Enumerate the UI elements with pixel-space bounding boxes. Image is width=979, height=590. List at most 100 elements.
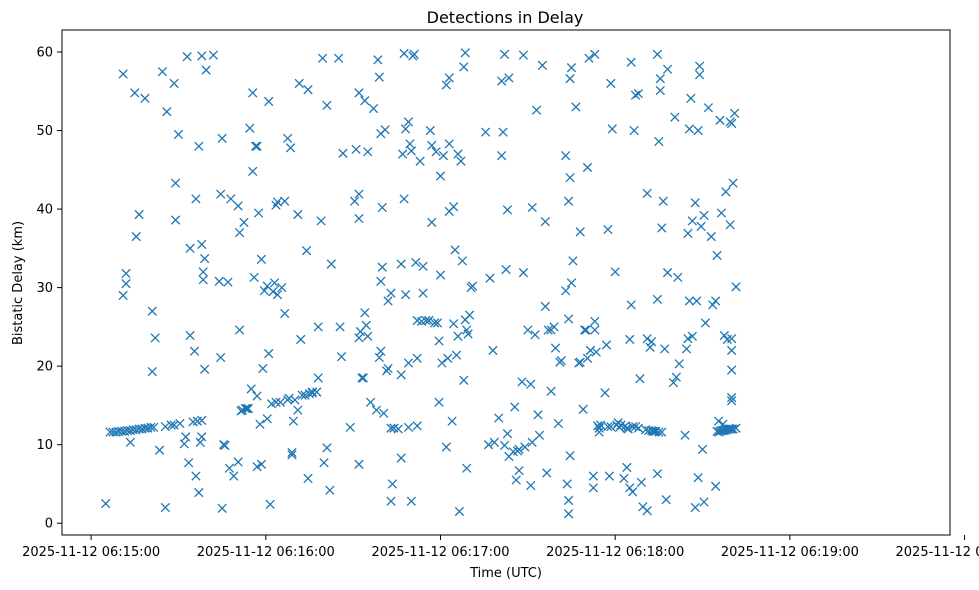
data-point — [287, 447, 297, 458]
data-point — [256, 459, 267, 469]
data-point — [533, 410, 543, 420]
data-point — [313, 373, 323, 383]
data-point — [220, 440, 230, 451]
data-point — [464, 310, 475, 320]
data-point — [684, 124, 695, 134]
data-point — [435, 270, 446, 280]
data-point — [427, 217, 437, 228]
data-point — [357, 373, 367, 383]
data-point — [157, 66, 168, 77]
data-point — [170, 178, 181, 188]
data-point — [459, 375, 469, 385]
data-point — [170, 215, 181, 225]
data-point — [301, 246, 312, 256]
data-point — [594, 423, 604, 433]
data-point — [101, 498, 111, 509]
data-point — [319, 458, 329, 468]
data-point — [297, 390, 307, 400]
data-point — [530, 330, 540, 340]
data-point — [670, 112, 680, 122]
data-point — [719, 330, 730, 341]
data-point — [377, 202, 387, 213]
data-point — [361, 320, 371, 330]
data-point — [662, 268, 673, 278]
data-point — [360, 308, 370, 318]
data-point — [680, 430, 690, 440]
data-point — [317, 53, 328, 63]
data-point — [683, 228, 693, 239]
data-point — [716, 208, 727, 218]
data-point — [245, 123, 255, 133]
data-point — [627, 421, 638, 432]
data-point — [121, 268, 131, 279]
data-point — [546, 386, 556, 396]
data-point — [451, 350, 462, 360]
data-point — [371, 405, 382, 415]
data-point — [264, 96, 274, 107]
data-point — [409, 49, 419, 60]
data-point — [406, 496, 417, 506]
data-point — [246, 384, 256, 394]
data-point — [325, 485, 335, 495]
data-point — [277, 282, 287, 293]
data-point — [550, 343, 561, 353]
data-point — [169, 420, 179, 430]
data-point — [590, 49, 600, 60]
data-point — [173, 129, 184, 140]
data-point — [198, 267, 208, 277]
data-point — [630, 421, 641, 432]
data-point — [437, 358, 447, 368]
data-point — [694, 70, 705, 80]
data-point — [661, 494, 671, 505]
data-point — [699, 497, 709, 507]
data-point — [400, 290, 411, 300]
data-point — [290, 395, 300, 405]
data-point — [480, 127, 491, 137]
data-point — [565, 74, 575, 84]
data-point — [517, 377, 527, 387]
data-point — [424, 315, 434, 326]
data-point — [687, 331, 697, 341]
data-point — [496, 151, 507, 161]
data-point — [285, 143, 296, 153]
data-point — [396, 370, 406, 380]
data-point — [316, 216, 326, 226]
x-tick-label: 2025-11-12 06:17:00 — [371, 545, 509, 560]
data-point — [658, 196, 668, 206]
data-point — [287, 450, 297, 460]
data-point — [431, 147, 441, 157]
data-point — [590, 325, 600, 335]
data-point — [269, 278, 280, 288]
data-point — [690, 502, 700, 513]
data-point — [636, 477, 647, 488]
data-point — [534, 430, 545, 440]
data-point — [542, 468, 552, 478]
data-point — [234, 227, 245, 238]
data-point — [131, 231, 141, 242]
data-point — [460, 48, 470, 58]
data-point — [271, 397, 281, 407]
data-point — [693, 125, 703, 136]
data-point — [200, 253, 210, 264]
data-point — [450, 245, 460, 255]
data-point — [326, 259, 336, 269]
data-point — [185, 330, 195, 341]
data-point — [354, 189, 364, 199]
data-point — [657, 223, 667, 233]
y-tick-label: 40 — [36, 203, 53, 218]
data-point — [488, 345, 498, 356]
data-point — [229, 471, 239, 481]
data-point — [258, 363, 268, 374]
data-point — [603, 224, 613, 235]
data-point — [502, 205, 513, 215]
data-point — [293, 209, 303, 220]
data-point — [540, 301, 550, 312]
data-point — [195, 437, 205, 447]
data-point — [607, 124, 617, 134]
data-point — [526, 379, 536, 389]
data-point — [226, 194, 236, 204]
x-tick-label: 2025-11-12 06:20:00 — [896, 545, 979, 560]
data-point — [603, 421, 613, 432]
data-point — [338, 148, 348, 158]
data-point — [447, 416, 457, 426]
